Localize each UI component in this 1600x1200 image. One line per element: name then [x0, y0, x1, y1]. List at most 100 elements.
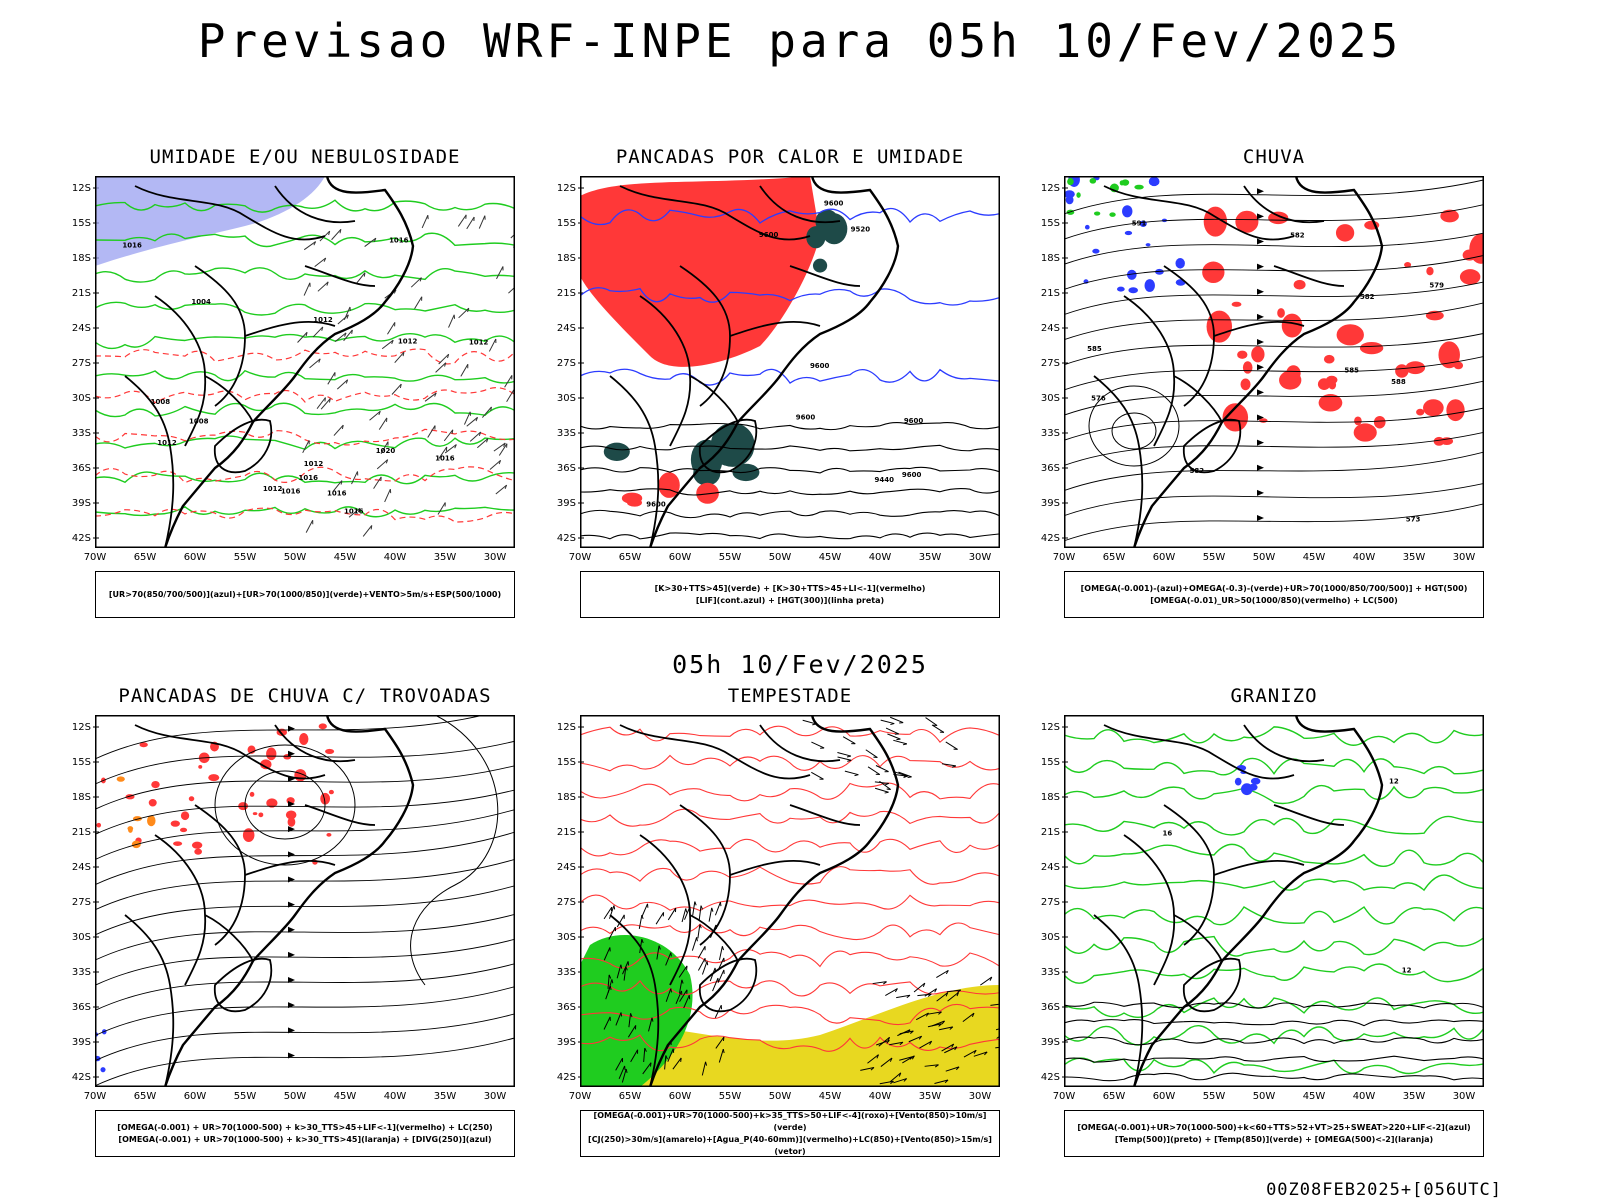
contour-line — [1064, 1025, 1484, 1046]
contour-line — [1064, 757, 1484, 776]
field-blob — [258, 812, 264, 818]
contour-label: 16 — [1163, 830, 1173, 838]
field-blob — [1117, 286, 1125, 292]
wind-vector — [924, 988, 937, 997]
lat-tick-label: 24S — [557, 862, 576, 873]
field-blob — [1416, 408, 1425, 416]
wind-vector — [332, 480, 343, 492]
field-blob — [287, 817, 296, 827]
lon-tick-label: 55W — [234, 1091, 257, 1102]
anticyclone — [214, 744, 356, 866]
streamline — [1064, 380, 1484, 416]
field-blob — [806, 226, 826, 249]
contour-line — [1064, 1001, 1484, 1009]
contour-label: 582 — [1290, 231, 1305, 239]
lon-tick-label: 45W — [819, 1091, 842, 1102]
axes-layer: 12S 15S 18S 21S 24S 27S 30S 33S 36S 39S 42S 70W 65W 6… — [1041, 722, 1475, 1102]
contour-label: 12 — [1402, 967, 1412, 975]
wind-vector — [348, 507, 361, 518]
contour-line — [580, 782, 1000, 802]
field-blob — [1202, 261, 1225, 284]
lat-tick-label: 30S — [72, 932, 91, 943]
contour-label: 9600 — [902, 471, 922, 479]
streamline — [95, 789, 515, 835]
wind-vector — [996, 1035, 1000, 1039]
panel-title: GRANIZO — [1230, 685, 1318, 707]
lat-tick-label: 27S — [1041, 358, 1060, 369]
wind-vector — [655, 912, 664, 925]
wind-vector — [297, 331, 308, 343]
contour-line — [95, 466, 515, 484]
border — [639, 295, 692, 447]
contour-label: 9520 — [851, 226, 871, 234]
contour-label: 12 — [1389, 777, 1399, 785]
border — [1182, 957, 1242, 1013]
lat-tick-label: 15S — [72, 218, 91, 229]
border — [1093, 914, 1144, 1087]
legend-line: [OMEGA(-0.001)+UR>70(1000-500)+k>35_TTS>… — [593, 1110, 987, 1132]
map-area: 9600 9600 9600 9600 9600 9600 9600 9520 9440 — [580, 176, 1000, 548]
field-blob — [1144, 279, 1155, 292]
wind-vector — [643, 1048, 646, 1063]
contour-label: 576 — [1091, 394, 1106, 402]
field-blob — [1453, 361, 1464, 370]
border — [204, 375, 254, 423]
lat-tick-label: 18S — [72, 253, 91, 264]
contour-label: 9600 — [796, 413, 816, 421]
wind-vector — [701, 1061, 707, 1076]
lat-tick-label: 39S — [1041, 1037, 1060, 1048]
wind-vector — [899, 1030, 914, 1035]
lon-tick-label: 30W — [484, 552, 507, 563]
wind-vector — [701, 961, 708, 975]
field-blob — [1373, 415, 1386, 429]
map-area: 1012 1012 1012 1016 1012 1012 1016 1008 1012 1004… — [95, 176, 515, 548]
wind-vector — [622, 961, 629, 975]
contour-line — [95, 199, 515, 213]
lon-tick-label: 45W — [819, 552, 842, 563]
lon-tick-label: 30W — [969, 552, 992, 563]
wind-vector — [615, 1057, 623, 1071]
legend-box: [OMEGA(-0.001)+UR>70(1000-500)+k<60+TTS>… — [1064, 1110, 1484, 1157]
contour-line — [580, 754, 1000, 772]
wind-vector — [444, 444, 457, 454]
wind-vector — [927, 1011, 942, 1015]
border — [1173, 375, 1223, 423]
contour-line — [580, 838, 1000, 857]
lon-tick-label: 40W — [1353, 552, 1376, 563]
wind-vector — [314, 257, 327, 267]
contour-line — [1064, 963, 1484, 984]
lon-tick-label: 35W — [434, 1091, 457, 1102]
axes-layer: 12S 15S 18S 21S 24S 27S 30S 33S 36S 39S 42S 70W 65W 6… — [72, 722, 506, 1102]
field-blob — [1222, 403, 1249, 432]
contour-line — [95, 232, 515, 248]
contour-line — [580, 488, 1000, 496]
border — [729, 320, 821, 337]
wind-vector — [915, 1012, 929, 1021]
border — [304, 804, 376, 826]
wind-vector — [945, 741, 958, 750]
border — [1103, 724, 1295, 780]
lat-tick-label: 21S — [557, 827, 576, 838]
wind-vector — [463, 411, 471, 425]
field-blob — [1175, 258, 1185, 269]
wind-vector — [481, 406, 492, 418]
contour-label: 588 — [1391, 378, 1406, 386]
border — [729, 859, 821, 876]
contour-line — [1064, 874, 1484, 892]
wind-vector — [667, 907, 677, 921]
axes-layer: 12S 15S 18S 21S 24S 27S 30S 33S 36S 39S 42S 70W 65W 6… — [72, 183, 507, 563]
field-blob — [1353, 423, 1377, 442]
lat-tick-label: 12S — [72, 183, 91, 194]
field-blob — [1092, 248, 1100, 254]
field-blob — [1084, 224, 1090, 230]
field-blob — [1242, 361, 1253, 374]
field-blob — [1065, 195, 1074, 205]
map-frame — [580, 715, 1000, 1087]
lat-tick-label: 33S — [1041, 428, 1060, 439]
border — [213, 957, 273, 1013]
wind-vector — [334, 332, 347, 343]
legend-line: [OMEGA(-0.001) + UR>70(1000-500) + k>30_… — [117, 1122, 493, 1132]
wind-vector — [457, 214, 467, 227]
wind-vector — [616, 964, 622, 979]
contour-line — [580, 532, 1000, 540]
